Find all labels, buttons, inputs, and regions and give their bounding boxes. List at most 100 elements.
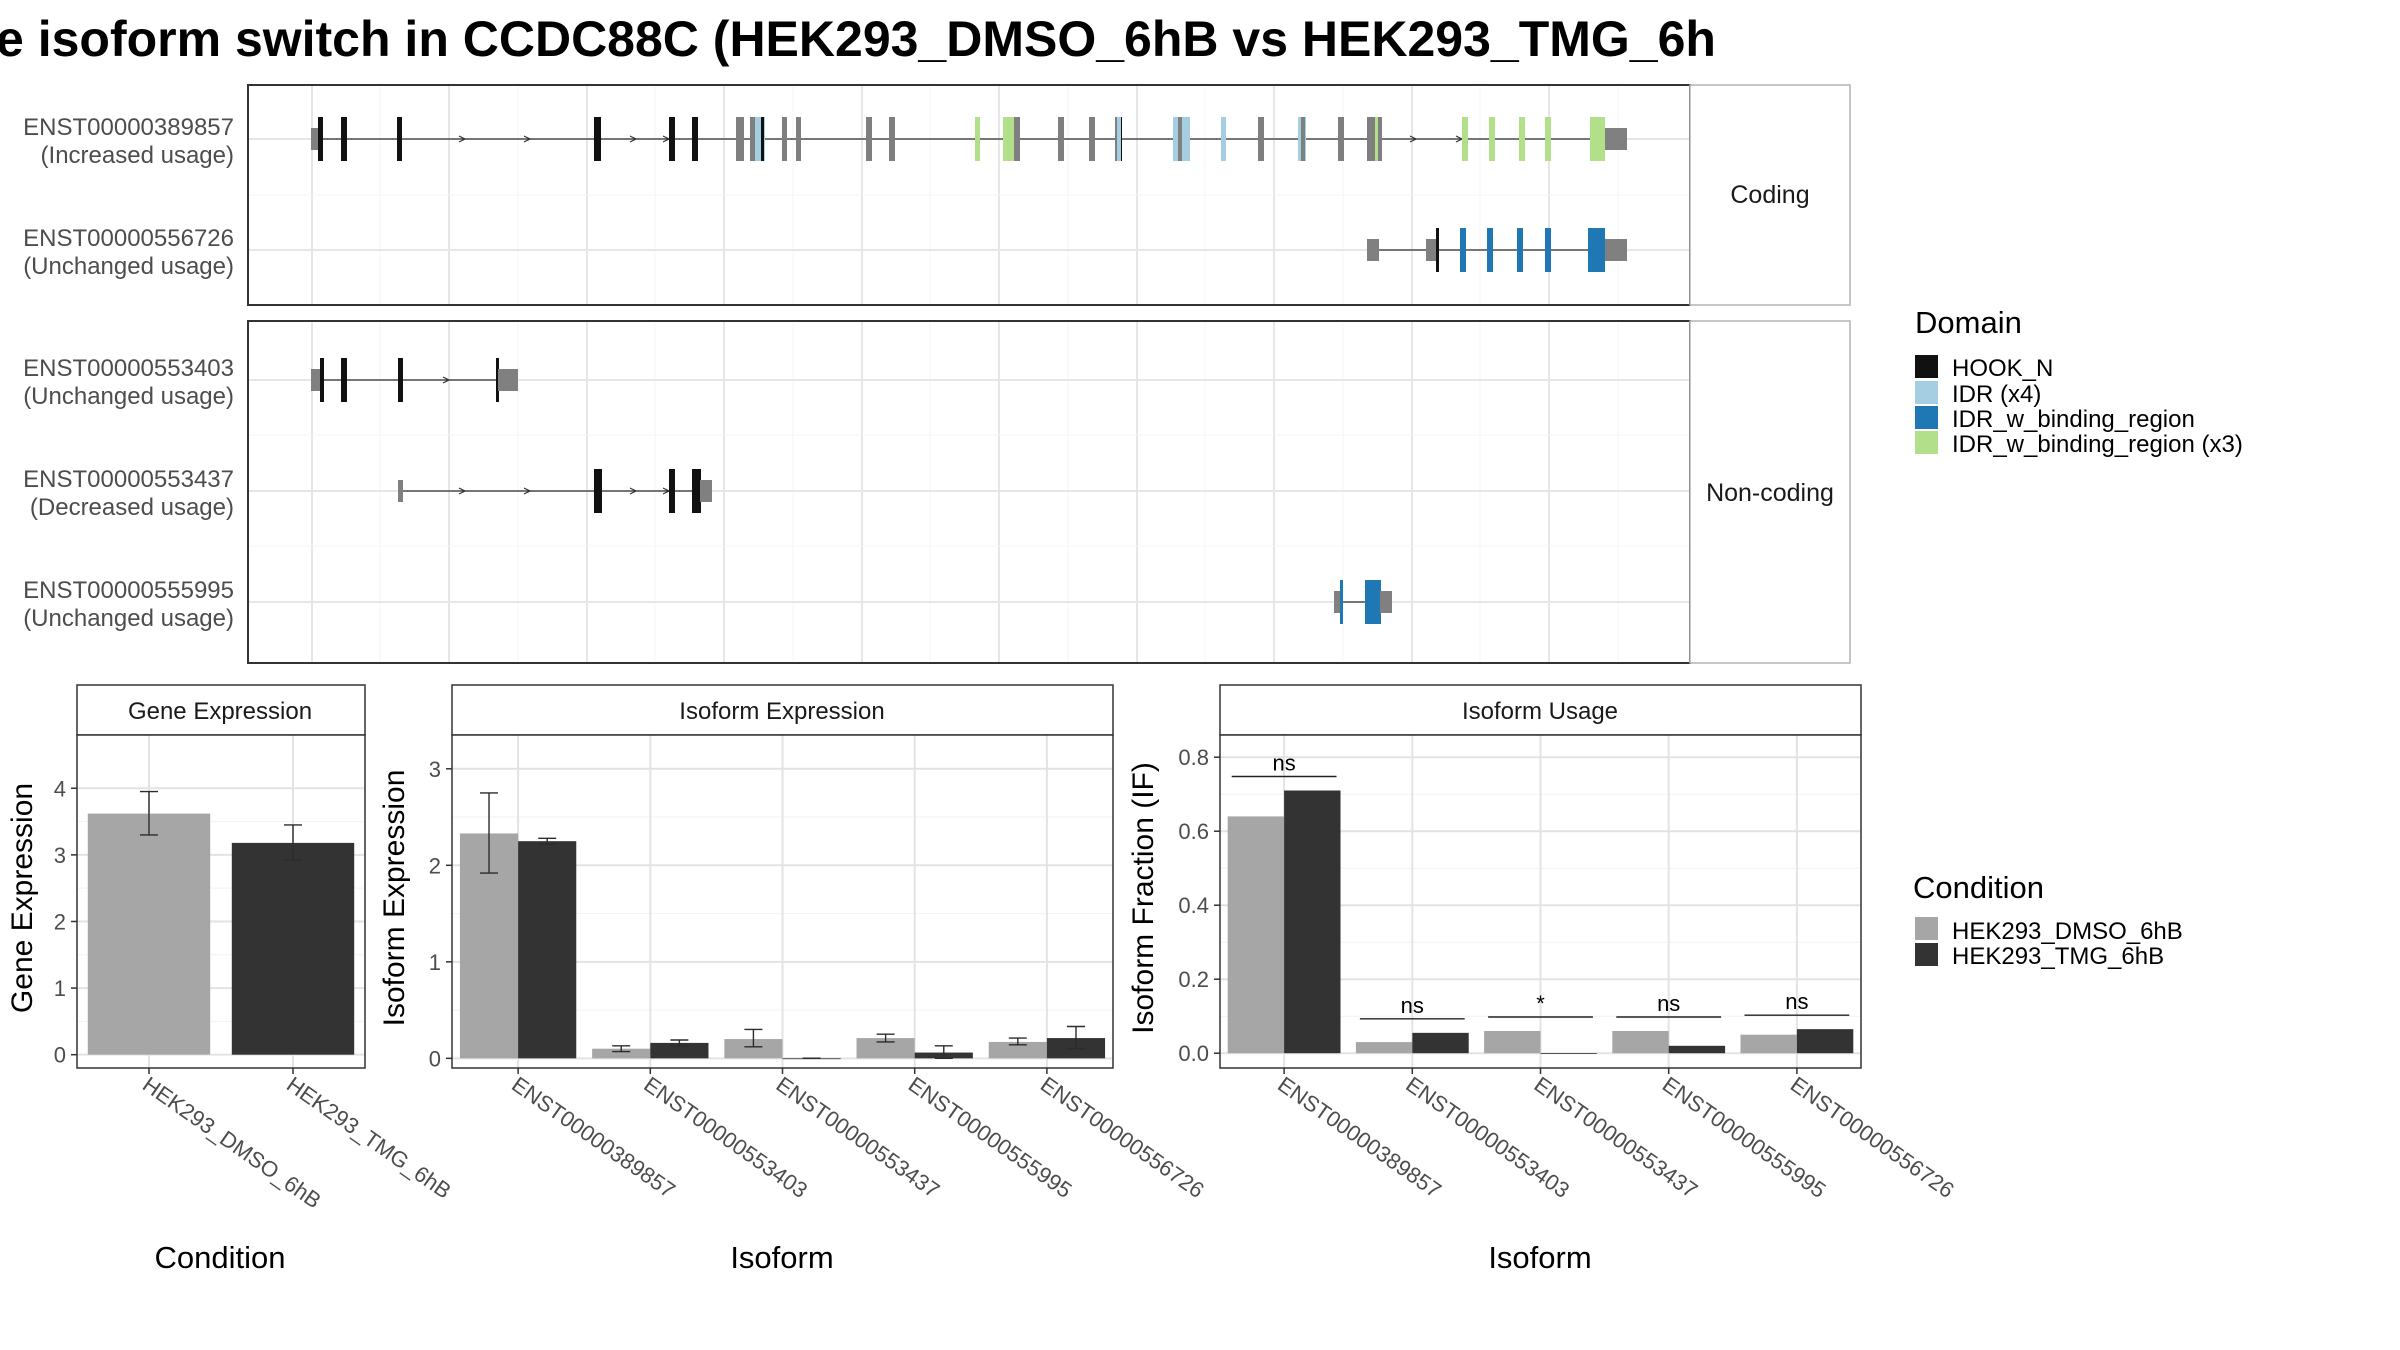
bar xyxy=(1227,816,1285,1054)
exon xyxy=(311,369,321,391)
y-tick-label: 0.4 xyxy=(1178,893,1209,918)
exon xyxy=(1378,117,1382,161)
bar xyxy=(231,842,355,1055)
exon xyxy=(669,117,675,161)
strand-arrow xyxy=(629,135,638,143)
chart-title: Gene Expression xyxy=(128,698,312,725)
isoform-label-id: ENST00000553403 xyxy=(23,355,234,382)
significance-label: ns xyxy=(1272,751,1295,776)
exon xyxy=(1058,117,1064,161)
exon xyxy=(496,358,499,402)
bar xyxy=(1412,1032,1469,1054)
legend-label: IDR_w_binding_region xyxy=(1952,406,2195,433)
plot-border xyxy=(76,734,366,1069)
bar xyxy=(518,841,577,1059)
exon xyxy=(1340,580,1343,624)
y-tick-label: 3 xyxy=(54,843,66,868)
y-tick-label: 0.2 xyxy=(1178,967,1209,992)
exon xyxy=(398,480,403,502)
exon xyxy=(1487,228,1493,272)
strand-arrow xyxy=(523,135,532,143)
bar xyxy=(650,1042,709,1059)
exon xyxy=(782,117,787,161)
exon xyxy=(761,117,764,161)
noncoding-strip xyxy=(1689,320,1851,664)
legend-label: HOOK_N xyxy=(1952,355,2053,382)
exon xyxy=(1605,239,1627,261)
chart-strip xyxy=(1219,684,1862,736)
exon xyxy=(1517,228,1523,272)
exon xyxy=(594,117,601,161)
exon xyxy=(692,469,700,513)
y-axis-label: Gene Expression xyxy=(6,783,39,1013)
exon xyxy=(697,469,701,513)
isoform-label-usage: (Decreased usage) xyxy=(30,494,234,521)
isoform-label-usage: (Unchanged usage) xyxy=(23,605,234,632)
isoform-label-id: ENST00000556726 xyxy=(23,225,234,252)
exon xyxy=(1489,117,1495,161)
exon xyxy=(598,469,602,513)
condition-legend-title: Condition xyxy=(1913,870,2044,905)
bar xyxy=(1355,1042,1413,1054)
coding-strip xyxy=(1689,84,1851,306)
condition-legend: Condition HEK293_DMSO_6hB HEK293_TMG_6hB xyxy=(1913,870,2183,970)
significance-label: ns xyxy=(1785,989,1808,1014)
bar xyxy=(1284,790,1341,1054)
exon xyxy=(889,117,895,161)
legend-label: IDR_w_binding_region (x3) xyxy=(1952,431,2243,458)
exon xyxy=(755,117,765,161)
exon xyxy=(1301,117,1305,161)
exon xyxy=(320,358,324,402)
significance-label: ns xyxy=(1401,993,1424,1018)
exon xyxy=(594,469,599,513)
x-axis-label: Condition xyxy=(155,1240,286,1275)
isoform-label-id: ENST00000555995 xyxy=(23,577,234,604)
x-axis-label: Isoform xyxy=(730,1240,833,1275)
exon xyxy=(1545,228,1551,272)
strand-arrow xyxy=(458,135,467,143)
isoform-label-usage: (Unchanged usage) xyxy=(23,253,234,280)
isoform-label-id: ENST00000389857 xyxy=(23,114,234,141)
y-tick-label: 0.0 xyxy=(1178,1041,1209,1066)
bar xyxy=(1740,1034,1797,1054)
exon xyxy=(1462,117,1468,161)
exon xyxy=(1089,117,1095,161)
chart-strip xyxy=(451,684,1114,736)
bar xyxy=(1484,1031,1541,1054)
strand-arrow xyxy=(1409,135,1418,143)
exon xyxy=(1258,117,1264,161)
isoform-label-usage: (Increased usage) xyxy=(41,142,234,169)
significance-label: ns xyxy=(1657,991,1680,1016)
y-tick-label: 0.8 xyxy=(1178,745,1209,770)
legend-key-idr xyxy=(1915,381,1938,404)
significance-label: * xyxy=(1536,991,1545,1016)
exon xyxy=(796,117,801,161)
exon xyxy=(1117,117,1121,161)
bar xyxy=(856,1038,915,1059)
exon xyxy=(1519,117,1525,161)
legend-key-tmg xyxy=(1915,943,1938,966)
strip-label-coding: Coding xyxy=(1730,181,1809,209)
legend-key-idr-binding-x3 xyxy=(1915,431,1938,454)
y-tick-label: 2 xyxy=(429,853,441,878)
transcript-structure-panels: Coding Non-coding ENST00000389857 (Incre… xyxy=(23,84,1851,664)
bar xyxy=(1540,1053,1597,1054)
strand-arrow xyxy=(442,376,451,384)
legend-key-dmso xyxy=(1915,917,1938,940)
isoform-label-usage: (Unchanged usage) xyxy=(23,383,234,410)
chart-title: Isoform Usage xyxy=(1462,698,1618,725)
legend-label: HEK293_DMSO_6hB xyxy=(1952,918,2183,945)
legend-label: IDR (x4) xyxy=(1952,381,2041,408)
exon xyxy=(1436,228,1439,272)
domain-legend: Domain HOOK_N IDR (x4) IDR_w_binding_reg… xyxy=(1915,305,2243,458)
legend-key-idr-binding xyxy=(1915,406,1938,429)
exon xyxy=(1014,117,1020,161)
exon xyxy=(736,117,744,161)
exon xyxy=(1426,239,1438,261)
bar xyxy=(988,1041,1047,1059)
chart-title: Isoform Expression xyxy=(679,698,884,725)
exon xyxy=(750,117,756,161)
exon xyxy=(1545,117,1551,161)
